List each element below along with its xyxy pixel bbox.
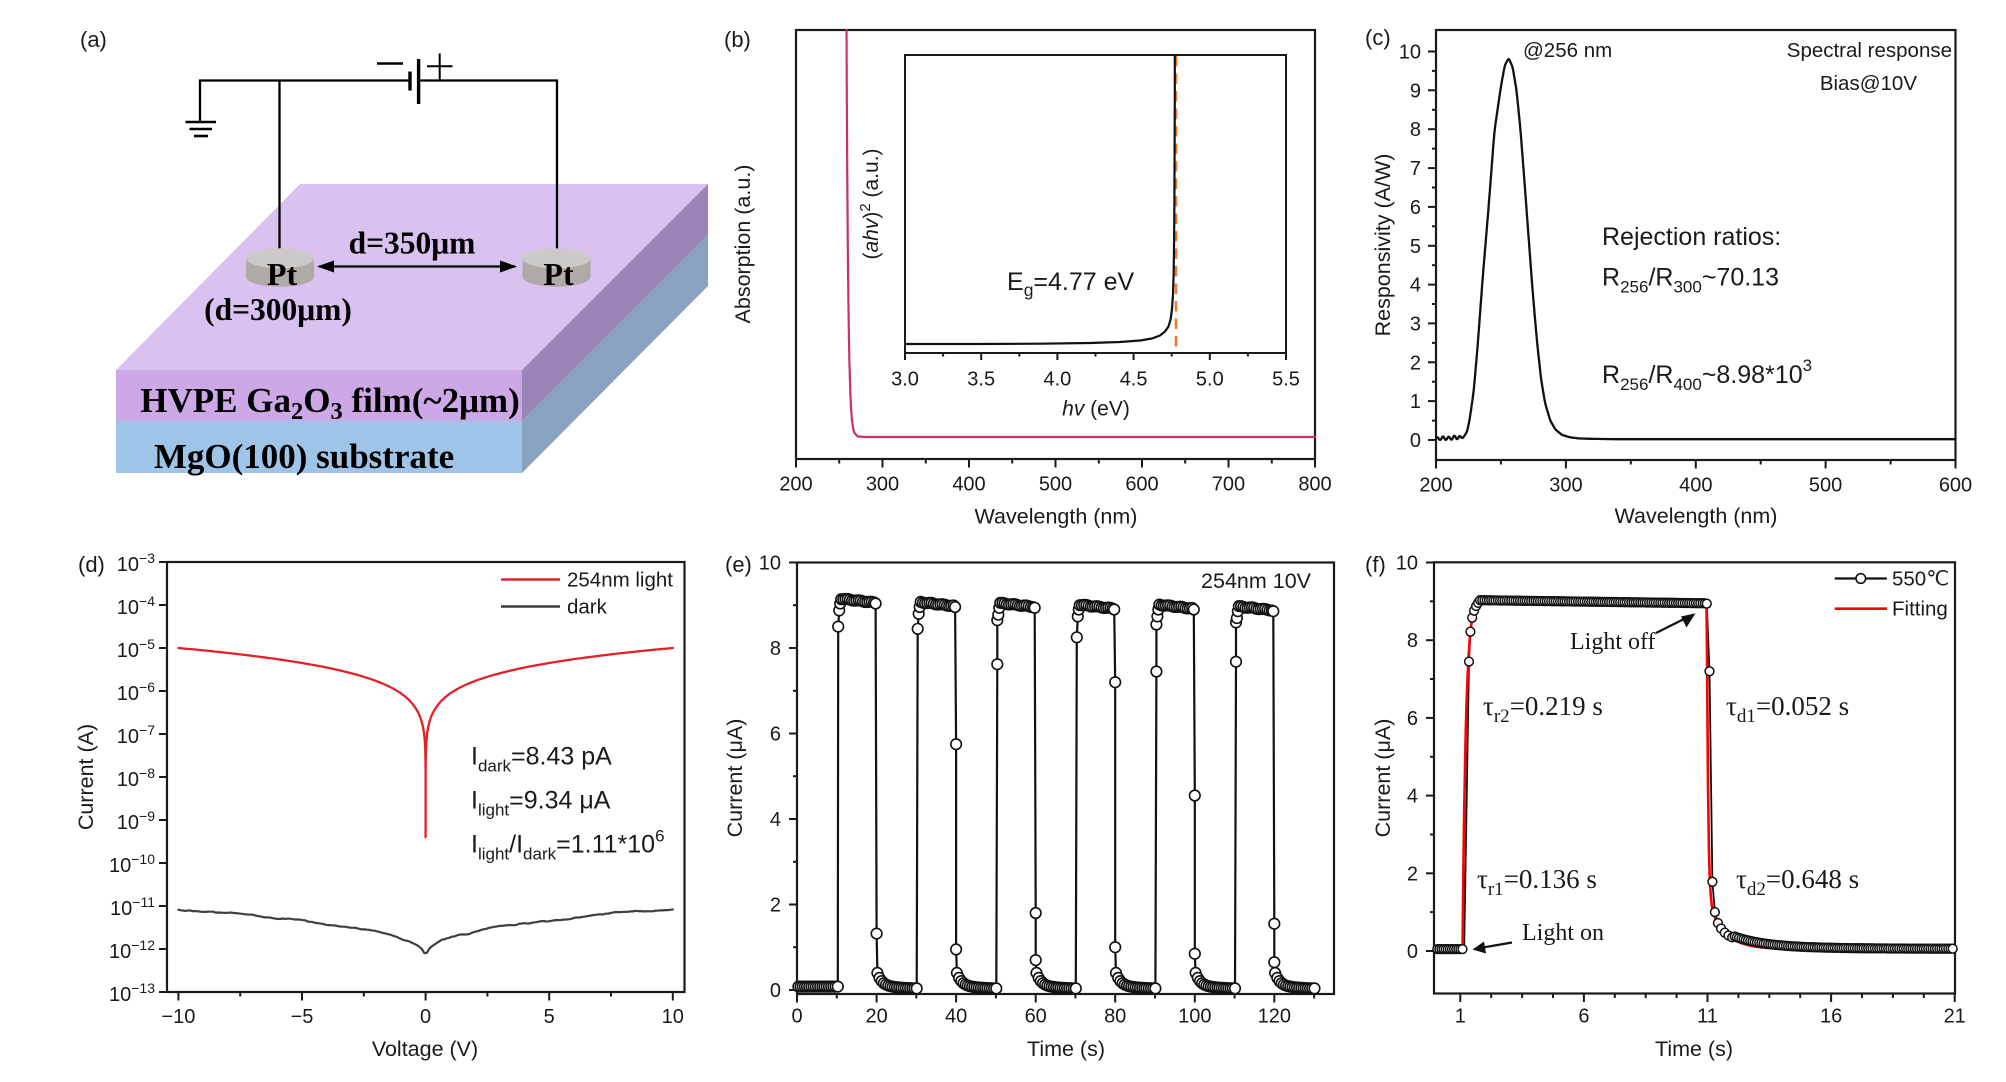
svg-text:(f): (f): [1365, 552, 1386, 577]
svg-text:MgO(100) substrate: MgO(100) substrate: [154, 437, 454, 476]
svg-text:Current (A): Current (A): [74, 724, 98, 830]
svg-text:Wavelength (nm): Wavelength (nm): [975, 505, 1138, 529]
svg-text:0: 0: [1410, 430, 1421, 452]
svg-text:20: 20: [865, 1006, 887, 1028]
svg-text:550℃: 550℃: [1892, 568, 1949, 591]
svg-text:2: 2: [770, 895, 781, 917]
svg-text:Rejection ratios:: Rejection ratios:: [1602, 223, 1781, 251]
svg-text:0: 0: [770, 980, 781, 1002]
svg-text:40: 40: [945, 1006, 967, 1028]
svg-text:300: 300: [1549, 475, 1582, 497]
svg-text:Wavelength (nm): Wavelength (nm): [1615, 504, 1778, 528]
svg-text:100: 100: [1178, 1006, 1211, 1028]
svg-text:60: 60: [1025, 1006, 1047, 1028]
svg-text:2: 2: [1410, 352, 1421, 374]
svg-text:HVPE Ga2O3 film(~2μm): HVPE Ga2O3 film(~2μm): [140, 381, 519, 425]
svg-text:(c): (c): [1365, 25, 1391, 50]
svg-text:700: 700: [1212, 474, 1245, 496]
svg-text:Current (μA): Current (μA): [723, 719, 747, 838]
svg-text:200: 200: [779, 474, 812, 496]
svg-text:4: 4: [1410, 275, 1421, 297]
svg-text:d=350μm: d=350μm: [349, 226, 476, 261]
svg-text:4: 4: [1407, 786, 1418, 808]
svg-text:Pt: Pt: [543, 256, 574, 292]
svg-text:4: 4: [770, 809, 781, 831]
svg-text:3.5: 3.5: [967, 369, 995, 391]
svg-text:7: 7: [1410, 158, 1421, 180]
svg-text:400: 400: [952, 474, 985, 496]
svg-text:2: 2: [1407, 863, 1418, 885]
svg-text:(b): (b): [724, 27, 751, 52]
svg-text:Time (s): Time (s): [1655, 1037, 1733, 1061]
svg-text:Bias@10V: Bias@10V: [1820, 72, 1917, 95]
svg-text:Pt: Pt: [267, 256, 298, 292]
svg-text:800: 800: [1298, 474, 1331, 496]
svg-text:−10: −10: [161, 1006, 195, 1028]
svg-text:600: 600: [1125, 474, 1158, 496]
svg-text:0: 0: [1407, 941, 1418, 963]
svg-text:hv (eV): hv (eV): [1062, 398, 1130, 421]
svg-text:Fitting: Fitting: [1892, 598, 1948, 621]
svg-text:Current (μA): Current (μA): [1371, 719, 1395, 838]
svg-text:600: 600: [1939, 475, 1972, 497]
svg-text:(ahv)2 (a.u.): (ahv)2 (a.u.): [857, 148, 883, 259]
svg-text:6: 6: [1578, 1006, 1589, 1028]
svg-text:Idark=8.43 pA: Idark=8.43 pA: [471, 743, 612, 776]
svg-text:300: 300: [866, 474, 899, 496]
svg-text:254nm light: 254nm light: [567, 569, 673, 592]
svg-text:0: 0: [420, 1006, 431, 1028]
svg-text:4.5: 4.5: [1120, 369, 1148, 391]
svg-text:5.5: 5.5: [1272, 369, 1300, 391]
svg-text:6: 6: [1410, 197, 1421, 219]
svg-text:3.0: 3.0: [891, 369, 919, 391]
svg-text:9: 9: [1410, 80, 1421, 102]
svg-text:10: 10: [662, 1006, 684, 1028]
svg-text:dark: dark: [567, 596, 608, 619]
svg-text:Eg=4.77 eV: Eg=4.77 eV: [1007, 268, 1135, 300]
svg-text:400: 400: [1679, 475, 1712, 497]
svg-text:Absorption (a.u.): Absorption (a.u.): [731, 165, 755, 324]
svg-text:Light off: Light off: [1570, 629, 1656, 655]
svg-text:6: 6: [1407, 708, 1418, 730]
svg-text:(d=300μm): (d=300μm): [204, 292, 352, 327]
svg-text:8: 8: [770, 638, 781, 660]
svg-text:200: 200: [1419, 475, 1452, 497]
svg-text:21: 21: [1944, 1006, 1966, 1028]
svg-text:−5: −5: [291, 1006, 314, 1028]
svg-text:500: 500: [1809, 475, 1842, 497]
svg-text:Responsivity (A/W): Responsivity (A/W): [1371, 154, 1395, 337]
svg-text:8: 8: [1410, 119, 1421, 141]
svg-text:(e): (e): [725, 552, 752, 577]
svg-text:11: 11: [1697, 1006, 1718, 1028]
svg-text:(d): (d): [78, 552, 105, 577]
svg-text:10: 10: [759, 553, 781, 575]
svg-text:4.0: 4.0: [1043, 369, 1071, 391]
svg-text:500: 500: [1039, 474, 1072, 496]
svg-text:3: 3: [1410, 313, 1421, 335]
svg-text:120: 120: [1258, 1006, 1291, 1028]
svg-text:16: 16: [1820, 1006, 1842, 1028]
svg-text:10: 10: [1396, 553, 1418, 575]
svg-text:R256/R400~8.98*103: R256/R400~8.98*103: [1602, 356, 1812, 394]
svg-text:(a): (a): [80, 27, 107, 52]
svg-text:5.0: 5.0: [1196, 369, 1224, 391]
svg-text:5: 5: [1410, 236, 1421, 258]
svg-text:254nm 10V: 254nm 10V: [1201, 569, 1312, 593]
svg-text:1: 1: [1455, 1006, 1466, 1028]
svg-text:@256 nm: @256 nm: [1523, 39, 1612, 62]
svg-text:8: 8: [1407, 630, 1418, 652]
svg-text:Voltage (V): Voltage (V): [372, 1037, 478, 1061]
svg-text:6: 6: [770, 724, 781, 746]
svg-text:10: 10: [1399, 42, 1421, 64]
svg-text:10−7: 10−7: [117, 722, 155, 748]
svg-text:Light on: Light on: [1522, 920, 1604, 946]
svg-text:10−11: 10−11: [110, 894, 155, 920]
svg-text:5: 5: [544, 1006, 555, 1028]
svg-text:1: 1: [1410, 391, 1421, 413]
svg-text:Spectral response: Spectral response: [1787, 39, 1952, 62]
svg-text:0: 0: [791, 1006, 802, 1028]
svg-text:80: 80: [1104, 1006, 1126, 1028]
svg-text:Time (s): Time (s): [1027, 1037, 1105, 1061]
